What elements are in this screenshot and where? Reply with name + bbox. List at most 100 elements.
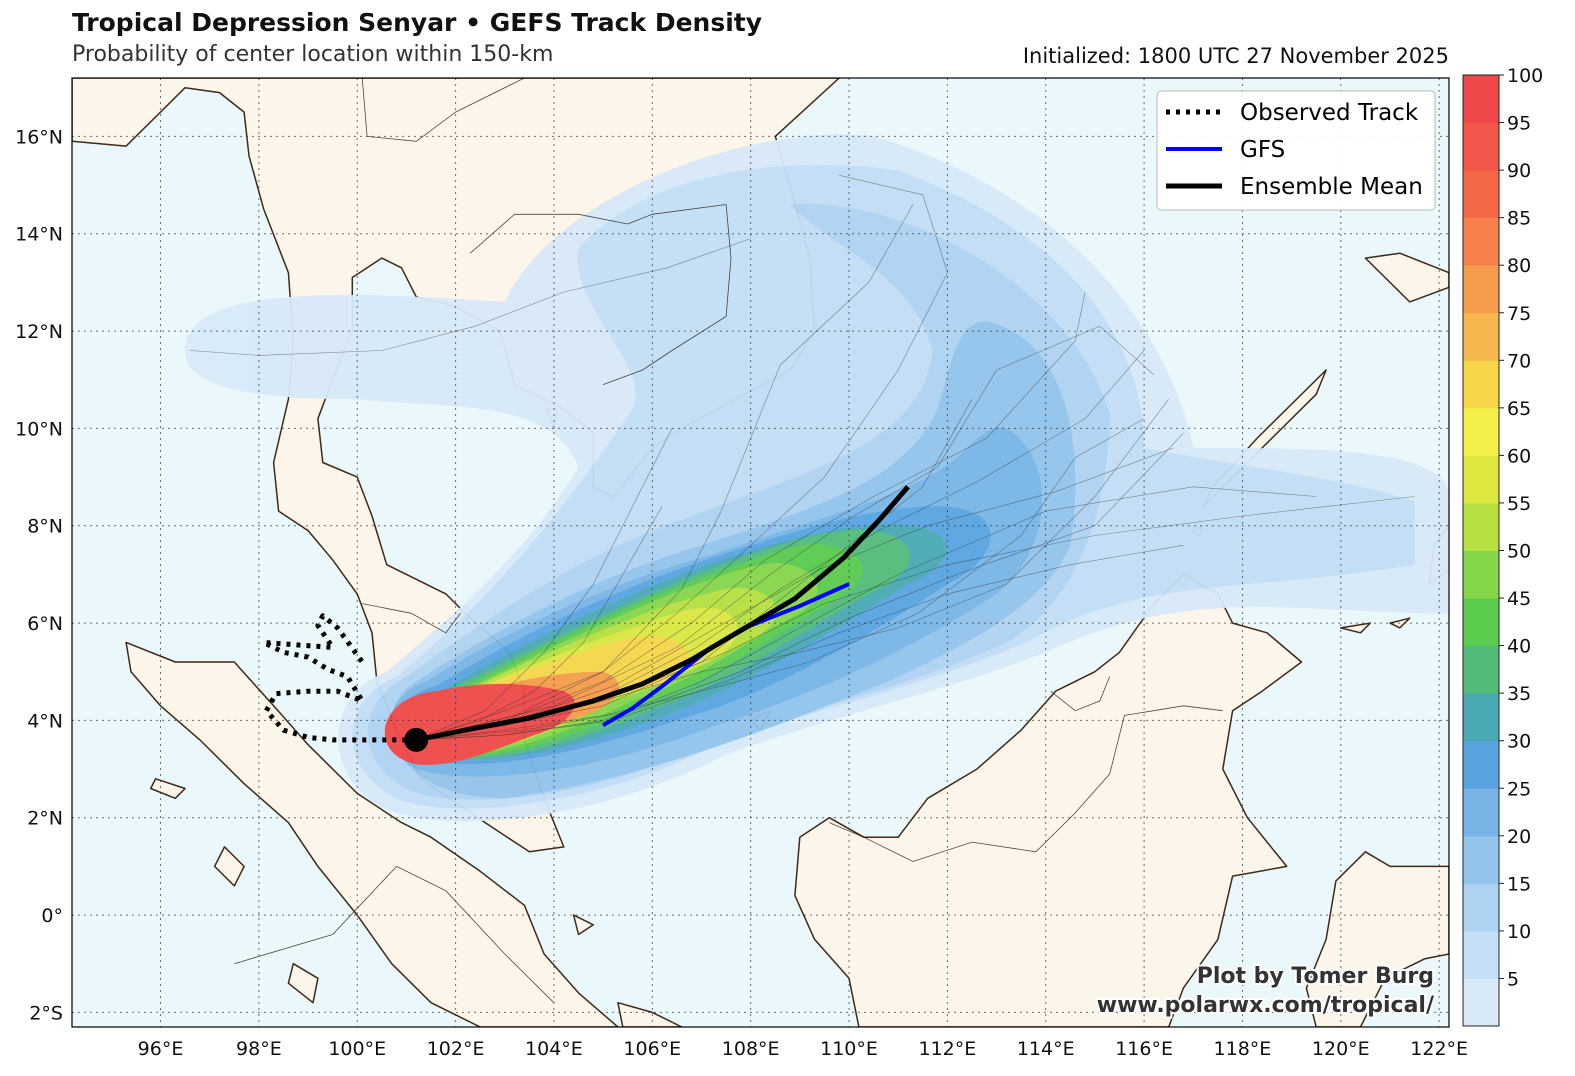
colorbar-segment [1463,170,1499,219]
lon-tick-label: 108°E [722,1038,780,1060]
land-bangka [617,1001,683,1027]
credit-url: www.polarwx.com/tropical/ [1097,993,1435,1018]
colorbar-segment [1463,883,1499,932]
colorbar-label: 90 [1507,160,1531,182]
ensemble-member-track [416,175,948,741]
colorbar-label: 35 [1507,683,1531,705]
map-frame [71,77,1450,1028]
axis-tick-labels: 96°E 98°E 100°E 102°E 104°E 106°E 108°E 110°E 11… [15,126,1468,1060]
ensemble-member-track [416,428,673,741]
colorbar-segment [1463,75,1499,124]
colorbar-label: 95 [1507,113,1531,135]
legend-label-ensemble-mean: Ensemble Mean [1240,174,1423,200]
initialization-time: Initialized: 1800 UTC 27 November 2025 [1022,44,1449,68]
lat-tick-label: 10°N [15,418,63,440]
map-subtitle: Probability of center location within 15… [72,42,554,67]
ensemble-member-track [416,544,1184,741]
ensemble-member-track [416,433,1184,741]
legend: Observed Track GFS Ensemble Mean [1156,90,1436,211]
colorbar-segment [1463,122,1499,171]
border-line [602,204,732,385]
colorbar-label: 30 [1507,731,1531,753]
lon-tick-label: 102°E [427,1038,485,1060]
colorbar-label: 20 [1507,826,1531,848]
ensemble-member-track [416,204,914,741]
ensemble-member-track [416,506,663,741]
lon-tick-label: 100°E [328,1038,386,1060]
lat-tick-label: 2°S [29,1002,63,1024]
land-siberut [287,962,319,1004]
lat-tick-label: 2°N [27,808,63,830]
colorbar-segment [1463,407,1499,456]
colorbar-segment [1463,788,1499,837]
lon-tick-label: 96°E [138,1038,184,1060]
map-title: Tropical Depression Senyar • GEFS Track … [72,8,763,37]
lon-tick-label: 120°E [1312,1038,1370,1060]
ensemble-member-track [416,486,1317,741]
land-lingga [572,914,595,936]
colorbar-label: 10 [1507,921,1531,943]
colorbar-label: 100 [1507,65,1543,87]
land-nias [213,846,245,887]
lon-tick-label: 112°E [918,1038,976,1060]
land-visayas [1364,252,1449,303]
colorbar-segment [1463,550,1499,599]
country-borders [234,78,1223,1003]
colorbar-label: 85 [1507,208,1531,230]
colorbar-segment [1463,645,1499,694]
lon-tick-label: 116°E [1115,1038,1173,1060]
colorbar-label: 45 [1507,588,1531,610]
ensemble-member-track [416,292,1086,741]
border-line [829,705,1223,862]
legend-label-gfs: GFS [1240,137,1285,163]
colorbar-segment [1463,598,1499,647]
colorbar-segment [1463,930,1499,979]
land-sulawesi [1305,851,1449,1027]
land-sulu-a [1340,622,1372,634]
border-line [1050,676,1111,712]
lon-tick-label: 98°E [236,1038,282,1060]
colorbar-label: 60 [1507,445,1531,467]
colorbar-label: 70 [1507,350,1531,372]
credit-author: Plot by Tomer Burg [1197,964,1434,989]
lon-tick-label: 104°E [525,1038,583,1060]
ensemble-member-track [416,418,1145,741]
colorbar-label: 40 [1507,636,1531,658]
colorbar-segment [1463,312,1499,361]
colorbar-segment [1463,693,1499,742]
lat-tick-label: 6°N [27,613,63,635]
colorbar-segment [1463,978,1499,1027]
colorbar-label: 5 [1507,968,1519,990]
colorbar-label: 50 [1507,541,1531,563]
ensemble-member-track [189,238,751,356]
ensemble-member-track [416,447,1174,741]
colorbar-segment [1463,455,1499,504]
colorbar-segment [1463,360,1499,409]
track-lines [261,485,910,752]
land-simeulue [149,778,186,800]
lat-tick-label: 0° [41,905,63,927]
colorbar: 5 10 15 20 25 30 35 40 45 50 55 60 65 70 75 80 85 90 95 100 [1462,65,1543,1027]
ensemble-member-track [416,325,1155,741]
lat-tick-label: 8°N [27,516,63,538]
colorbar-segment [1463,265,1499,314]
colorbar-segment [1463,835,1499,884]
credit: Plot by Tomer Burg www.polarwx.com/tropi… [1095,962,1437,1020]
colorbar-label: 65 [1507,398,1531,420]
colorbar-label: 55 [1507,493,1531,515]
colorbar-label: 75 [1507,303,1531,325]
lon-tick-label: 106°E [623,1038,681,1060]
border-line [234,865,555,1003]
lon-tick-label: 110°E [820,1038,878,1060]
border-line [361,78,525,142]
colorbar-label: 80 [1507,255,1531,277]
ensemble-mean-track [415,485,910,743]
storm-center-marker [404,727,429,752]
lon-tick-label: 118°E [1214,1038,1272,1060]
legend-label-observed: Observed Track [1240,100,1419,126]
lat-tick-label: 14°N [15,224,63,246]
colorbar-segment [1463,217,1499,266]
lat-tick-label: 16°N [15,126,63,148]
border-line [362,603,461,634]
